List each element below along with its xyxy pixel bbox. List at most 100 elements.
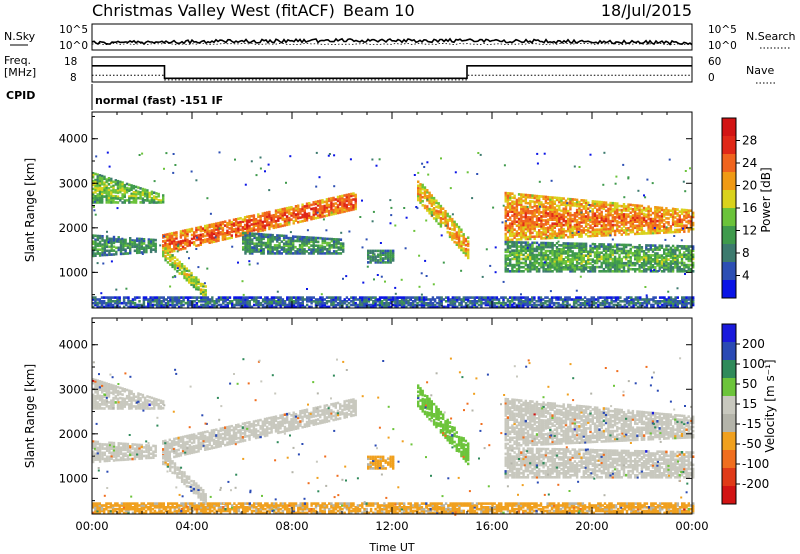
power-cell (584, 268, 588, 271)
power-cell (107, 197, 111, 200)
power-cell (656, 229, 659, 233)
power-cell (319, 205, 322, 209)
power-cell (607, 221, 610, 225)
power-cell (674, 264, 677, 267)
power-cell (663, 262, 666, 265)
power-cell (105, 296, 108, 299)
power-cell (242, 238, 245, 241)
power-cell (341, 206, 344, 210)
power-cell (609, 227, 612, 231)
power-cell (267, 235, 270, 239)
power-cell (372, 300, 375, 303)
power-cell (447, 298, 450, 301)
power-cell (517, 263, 521, 267)
power-cell (649, 258, 652, 261)
power-cell (620, 259, 623, 263)
power-cell (504, 250, 507, 254)
power-cell (439, 210, 443, 214)
power-cell (609, 267, 612, 271)
power-cell (531, 251, 534, 255)
power-cell (185, 277, 188, 280)
power-cell (330, 205, 333, 208)
power-cell (267, 237, 270, 241)
power-cell (520, 243, 523, 246)
power-cell (604, 205, 608, 208)
power-cell (511, 303, 514, 307)
power-cell (224, 233, 227, 237)
power-cell (292, 303, 296, 307)
power-cell (649, 213, 652, 217)
power-cell (551, 253, 554, 257)
power-cell (297, 210, 300, 214)
power-cell (330, 296, 333, 299)
power-cell (544, 249, 548, 253)
power-cell (439, 208, 443, 212)
power-cell (526, 300, 529, 303)
power-cell (520, 225, 523, 229)
power-cell (419, 191, 422, 194)
power-cell (384, 251, 387, 255)
power-cell (248, 234, 252, 237)
power-cell (298, 239, 302, 243)
freq-tick-bottom: 8 (70, 72, 77, 84)
power-cell (279, 208, 282, 211)
power-cell (156, 300, 159, 303)
power-echo-region (367, 249, 395, 264)
power-cell (246, 238, 249, 241)
power-cell (522, 261, 525, 265)
power-cell (683, 263, 686, 267)
power-cell (156, 296, 159, 299)
power-cell (671, 266, 675, 269)
power-cell (271, 237, 274, 241)
power-cell (457, 242, 461, 245)
power-cell (634, 245, 637, 249)
power-cell (336, 209, 340, 213)
power-cell (616, 257, 619, 261)
power-cell (435, 209, 438, 213)
power-cell (520, 247, 523, 250)
power-cell (613, 265, 617, 269)
power-cell (199, 288, 203, 291)
power-cell (558, 220, 561, 224)
power-cell (680, 218, 684, 222)
power-cell (168, 246, 171, 250)
power-cell (372, 253, 375, 256)
power-cell (683, 245, 686, 248)
power-cell (649, 264, 652, 267)
power-cell (692, 270, 695, 273)
power-cell (212, 226, 216, 230)
power-cell (343, 202, 346, 205)
power-cell (656, 227, 659, 231)
power-cell (451, 300, 454, 303)
power-cell (596, 259, 599, 263)
power-cell (575, 252, 579, 255)
power-cell (520, 209, 523, 213)
power-cell (334, 202, 337, 205)
power-cell (593, 251, 597, 254)
power-cell (418, 300, 421, 303)
power-cell (426, 189, 429, 192)
power-cell (301, 250, 304, 253)
power-cell (584, 203, 588, 206)
power-cell (550, 301, 554, 305)
power-cell (647, 254, 650, 257)
power-cell (609, 245, 612, 248)
power-cell (553, 210, 556, 213)
power-cell (244, 298, 247, 301)
power-cell (517, 227, 521, 231)
power-cell (522, 305, 525, 309)
power-cell (263, 218, 267, 221)
power-cell (374, 303, 377, 307)
power-cell (142, 301, 146, 305)
power-cell (363, 303, 366, 307)
power-cell (607, 213, 610, 217)
power-cell (560, 217, 563, 221)
power-cell (354, 296, 357, 299)
power-cell (533, 263, 536, 267)
power-cell (327, 209, 331, 213)
power-cell (321, 247, 324, 251)
power-cell (181, 247, 185, 251)
power-cell (105, 239, 109, 242)
power-cell (438, 301, 441, 305)
power-cell (526, 267, 530, 271)
